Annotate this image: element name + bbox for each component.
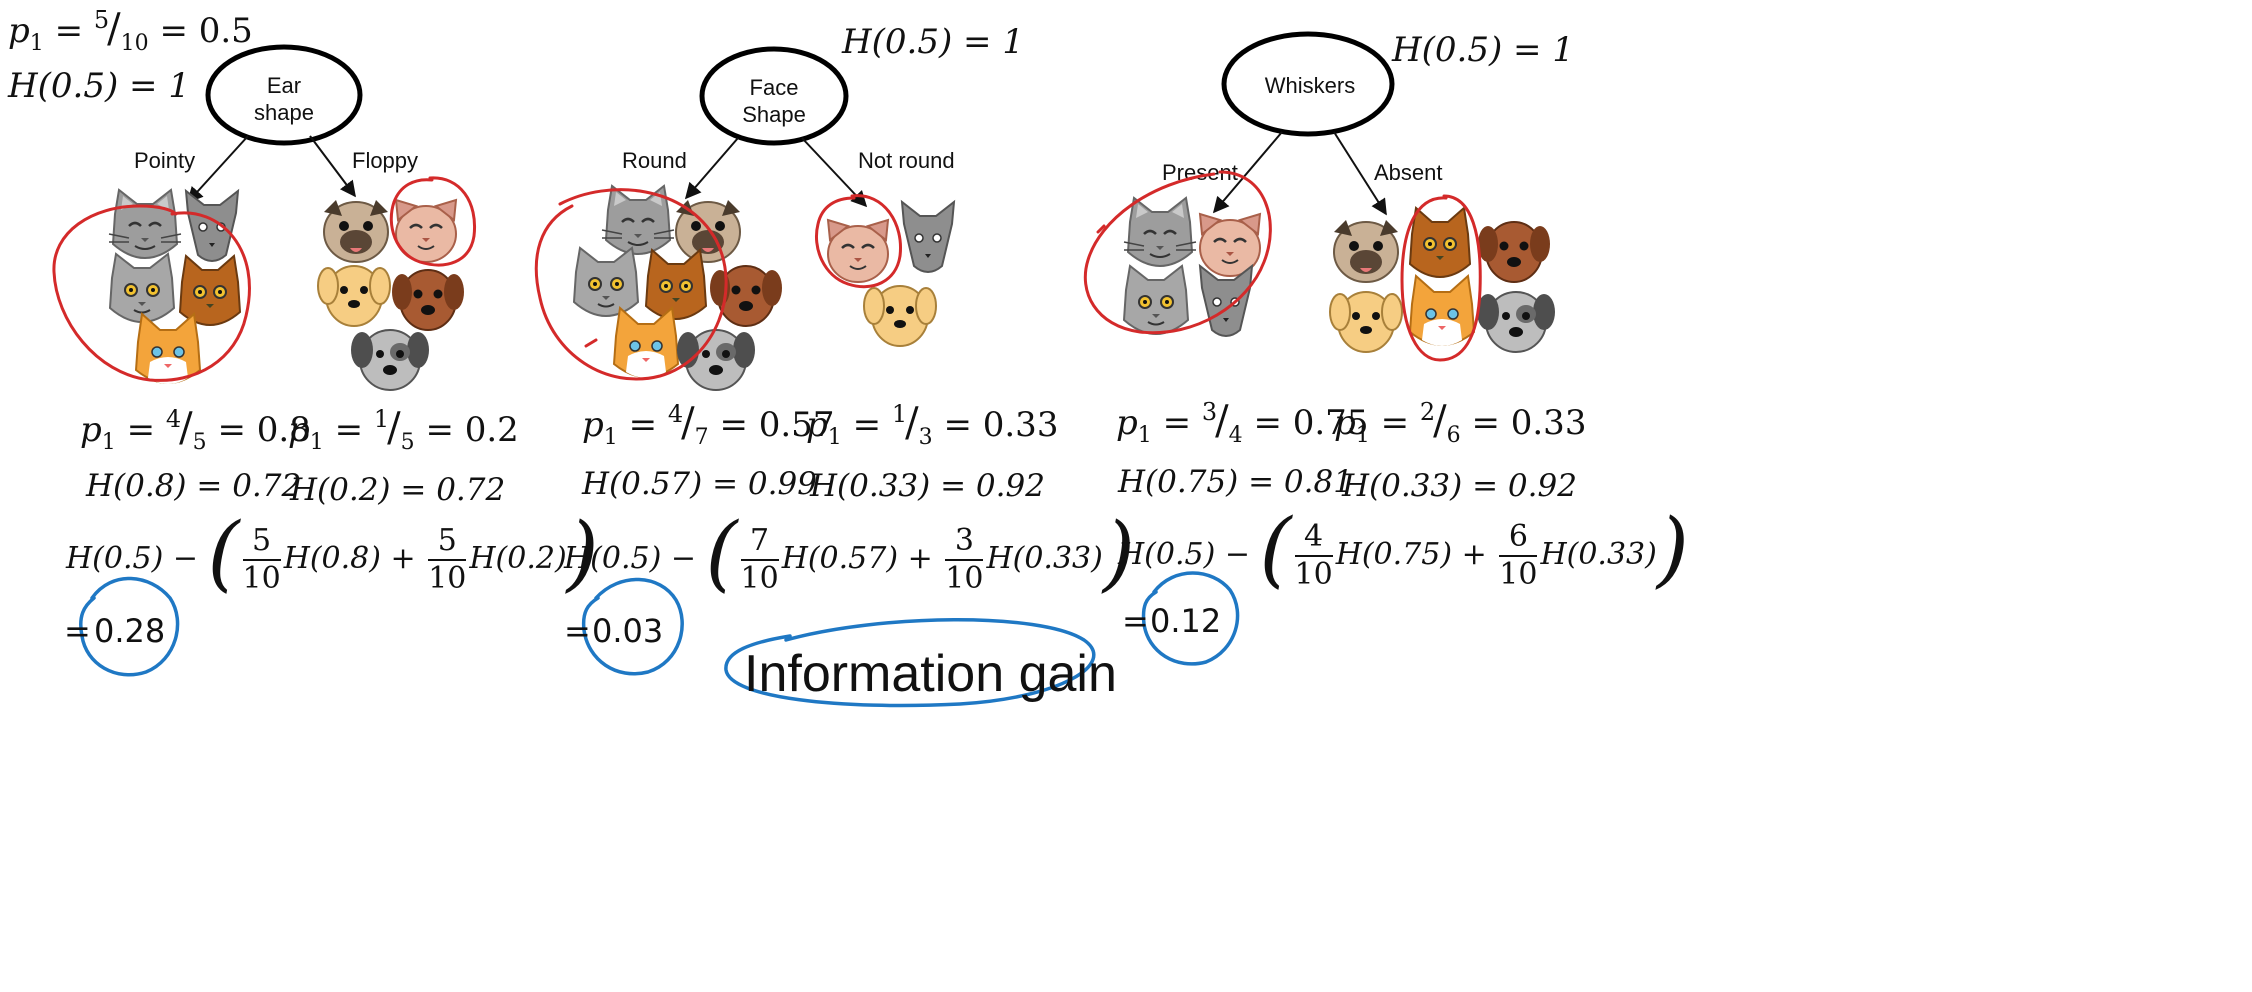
- tree2-left-animals: [573, 184, 783, 391]
- red-circle-tree1-cats: [52, 204, 251, 382]
- tree1-info-gain-value: 0.28: [94, 612, 166, 650]
- tree3-right-branch: Absent: [1374, 160, 1443, 185]
- cat-icon: [109, 253, 175, 323]
- tree1-gain-formula: H(0.5) − (5 10 H(0.8) + 5 10 H(0.2)): [66, 506, 599, 601]
- tree1-right-entropy: H(0.2) = 0.72: [290, 472, 506, 508]
- tree3-root-entropy: H(0.5) = 1: [1392, 30, 1574, 70]
- tree1-left-entropy: H(0.8) = 0.72: [86, 468, 302, 504]
- tree3-left-p1: p1 = 3/4 = 0.75: [1116, 398, 1369, 448]
- tree1-left-branch: Pointy: [134, 148, 196, 173]
- dog-icon: [391, 269, 465, 331]
- root-entropy-label: H(0.5) = 1: [8, 66, 190, 106]
- tree2-left-arrow: [684, 137, 739, 200]
- dog-icon: [1333, 219, 1399, 283]
- dog-icon: [1477, 221, 1551, 283]
- cat-icon: [179, 255, 241, 326]
- information-gain-label: Information gain: [744, 645, 1117, 703]
- dog-icon: [317, 265, 391, 327]
- blue-ellipse-information-gain: [724, 618, 1096, 708]
- tree2-gain-formula: H(0.5) − (7 10 H(0.57) + 3 10 H(0.33)): [564, 506, 1135, 601]
- tree1-left-p1: p1 = 4/5 = 0.8: [80, 405, 311, 455]
- dog-icon: [863, 285, 937, 347]
- tree1-left-animals: [107, 188, 241, 385]
- tree3-right-entropy: H(0.33) = 0.92: [1342, 468, 1577, 504]
- cat-icon: [1409, 207, 1471, 278]
- dog-icon: [1476, 291, 1556, 353]
- blue-circle-result1: [79, 576, 180, 677]
- tree2-right-entropy: H(0.33) = 0.92: [810, 468, 1045, 504]
- tree1-right-arrow: [309, 135, 356, 198]
- tree2-left-entropy: H(0.57) = 0.99: [582, 466, 817, 502]
- tree3-right-arrow: [1333, 131, 1387, 216]
- tree3-left-arrow: [1212, 131, 1283, 214]
- tree2-right-branch: Not round: [858, 148, 955, 173]
- tree3-info-gain-value: 0.12: [1150, 602, 1222, 640]
- cat-icon: [826, 218, 890, 284]
- tree1-equals-sign: =: [64, 612, 91, 650]
- red-circle-tree2-notround: [815, 194, 903, 289]
- tree1-decision-node: [205, 44, 363, 146]
- tree3-gain-formula: H(0.5) − (4 10 H(0.75) + 6 10 H(0.33)): [1118, 502, 1689, 597]
- tree3-decision-node: [1221, 31, 1395, 137]
- tree2-decision-node: [699, 46, 849, 146]
- cat-icon: [1123, 265, 1189, 335]
- red-circle-tree2-round: [534, 188, 728, 381]
- tree1-right-p1: p1 = 1/5 = 0.2: [288, 405, 519, 455]
- cat-icon: [107, 188, 183, 260]
- red-circle-tree3-present: [1083, 170, 1272, 335]
- cat-icon: [135, 313, 201, 385]
- cat-icon: [185, 190, 239, 262]
- cat-icon: [1409, 275, 1475, 347]
- dog-icon: [323, 199, 389, 263]
- tree3-equals-sign: =: [1122, 602, 1149, 640]
- blue-circle-result3: [1141, 571, 1240, 666]
- tree2-root-entropy: H(0.5) = 1: [842, 22, 1024, 62]
- tree1-left-arrow: [186, 135, 249, 204]
- tree3-left-entropy: H(0.75) = 0.81: [1118, 464, 1353, 500]
- tree1-node-label: Ear shape: [254, 73, 314, 125]
- tree2-equals-sign: =: [564, 612, 591, 650]
- tree2-left-branch: Round: [622, 148, 687, 173]
- cat-icon: [645, 249, 707, 320]
- tree1-right-branch: Floppy: [352, 148, 419, 173]
- tree3-node-label: Whiskers: [1264, 73, 1356, 98]
- tree2-node-label: Face Shape: [742, 75, 806, 127]
- cat-icon: [613, 307, 679, 379]
- tree3-right-p1: p1 = 2/6 = 0.33: [1334, 398, 1587, 448]
- tree3-left-animals: [1122, 196, 1262, 337]
- tree2-info-gain-value: 0.03: [592, 612, 664, 650]
- dog-icon: [1329, 291, 1403, 353]
- red-circle-tree1-floppy: [389, 176, 477, 267]
- tree2-right-p1: p1 = 1/3 = 0.33: [806, 400, 1059, 450]
- tree2-left-p1: p1 = 4/7 = 0.57: [582, 400, 835, 450]
- root-p1-equation: p1 = 5/10 = 0.5: [8, 6, 253, 56]
- dog-icon: [350, 329, 430, 391]
- cat-icon: [1122, 196, 1198, 268]
- cat-icon: [573, 247, 639, 317]
- red-circle-tree3-absent: [1400, 194, 1482, 362]
- cat-icon: [901, 201, 955, 273]
- blue-circle-result2: [581, 577, 684, 676]
- tree3-right-animals: [1329, 207, 1556, 353]
